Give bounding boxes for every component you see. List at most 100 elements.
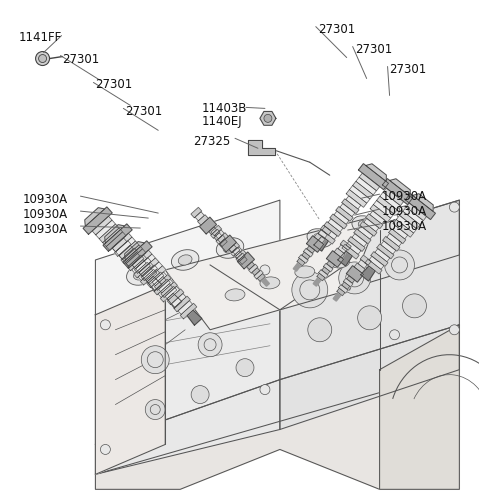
Polygon shape bbox=[364, 218, 379, 232]
Polygon shape bbox=[126, 249, 146, 267]
Polygon shape bbox=[302, 252, 310, 259]
Polygon shape bbox=[324, 222, 341, 237]
Polygon shape bbox=[219, 235, 237, 252]
Polygon shape bbox=[359, 164, 388, 190]
Polygon shape bbox=[358, 259, 367, 268]
Circle shape bbox=[449, 325, 459, 335]
Polygon shape bbox=[165, 286, 180, 300]
Polygon shape bbox=[403, 207, 423, 225]
Circle shape bbox=[339, 262, 371, 294]
Text: 27301: 27301 bbox=[125, 105, 163, 118]
Text: 1141FF: 1141FF bbox=[19, 31, 62, 44]
Polygon shape bbox=[338, 284, 348, 293]
Text: 27301: 27301 bbox=[96, 79, 132, 91]
Circle shape bbox=[260, 385, 270, 395]
Polygon shape bbox=[132, 259, 146, 273]
Polygon shape bbox=[147, 276, 162, 291]
Polygon shape bbox=[377, 244, 394, 259]
Polygon shape bbox=[195, 212, 204, 221]
Circle shape bbox=[392, 257, 408, 273]
Text: 11403B: 11403B bbox=[202, 102, 248, 115]
Circle shape bbox=[449, 202, 459, 212]
Polygon shape bbox=[318, 230, 327, 239]
Polygon shape bbox=[299, 254, 308, 263]
Polygon shape bbox=[383, 237, 400, 251]
Polygon shape bbox=[132, 255, 147, 269]
Polygon shape bbox=[178, 301, 192, 315]
Polygon shape bbox=[143, 262, 162, 280]
Circle shape bbox=[346, 269, 364, 287]
Polygon shape bbox=[211, 225, 222, 236]
Text: 1140EJ: 1140EJ bbox=[202, 115, 243, 128]
Polygon shape bbox=[152, 272, 167, 286]
Polygon shape bbox=[369, 256, 384, 269]
Ellipse shape bbox=[313, 234, 326, 243]
Polygon shape bbox=[393, 226, 408, 239]
Polygon shape bbox=[365, 259, 382, 274]
Circle shape bbox=[147, 352, 163, 368]
Polygon shape bbox=[146, 266, 166, 284]
Ellipse shape bbox=[225, 289, 245, 301]
Text: 10930A: 10930A bbox=[382, 220, 427, 233]
Polygon shape bbox=[380, 325, 459, 490]
Ellipse shape bbox=[352, 216, 377, 235]
Polygon shape bbox=[247, 262, 254, 269]
Polygon shape bbox=[223, 243, 231, 251]
Ellipse shape bbox=[307, 229, 333, 248]
Circle shape bbox=[236, 359, 254, 377]
Polygon shape bbox=[293, 262, 301, 271]
Circle shape bbox=[204, 339, 216, 351]
Polygon shape bbox=[413, 194, 433, 211]
Polygon shape bbox=[353, 181, 373, 199]
Circle shape bbox=[358, 306, 382, 330]
Polygon shape bbox=[340, 240, 351, 250]
Polygon shape bbox=[358, 226, 373, 239]
Polygon shape bbox=[349, 185, 370, 203]
Polygon shape bbox=[342, 199, 359, 214]
Polygon shape bbox=[83, 207, 112, 234]
Polygon shape bbox=[319, 269, 328, 278]
Circle shape bbox=[308, 318, 332, 342]
Ellipse shape bbox=[295, 266, 315, 278]
Polygon shape bbox=[214, 233, 222, 241]
Polygon shape bbox=[85, 208, 105, 226]
Polygon shape bbox=[303, 248, 313, 257]
Circle shape bbox=[300, 280, 320, 300]
Polygon shape bbox=[377, 196, 397, 214]
Circle shape bbox=[100, 444, 110, 454]
Polygon shape bbox=[140, 269, 157, 285]
Polygon shape bbox=[180, 303, 197, 319]
Polygon shape bbox=[406, 203, 427, 221]
Polygon shape bbox=[216, 235, 225, 244]
Polygon shape bbox=[99, 224, 119, 243]
Polygon shape bbox=[96, 200, 280, 315]
Circle shape bbox=[141, 346, 169, 374]
Polygon shape bbox=[347, 276, 355, 283]
Circle shape bbox=[150, 405, 160, 414]
Polygon shape bbox=[236, 249, 246, 260]
Polygon shape bbox=[260, 111, 276, 125]
Polygon shape bbox=[112, 238, 127, 252]
Polygon shape bbox=[314, 233, 325, 243]
Ellipse shape bbox=[358, 220, 371, 230]
Polygon shape bbox=[121, 248, 138, 263]
Polygon shape bbox=[103, 228, 122, 247]
Polygon shape bbox=[342, 244, 359, 259]
Polygon shape bbox=[115, 241, 131, 256]
Polygon shape bbox=[280, 200, 459, 380]
Polygon shape bbox=[346, 196, 361, 209]
Ellipse shape bbox=[127, 264, 154, 285]
Polygon shape bbox=[139, 258, 159, 276]
Polygon shape bbox=[338, 251, 352, 266]
Text: 10930A: 10930A bbox=[382, 205, 427, 218]
Ellipse shape bbox=[171, 249, 199, 270]
Polygon shape bbox=[334, 248, 345, 258]
Circle shape bbox=[191, 386, 209, 404]
Circle shape bbox=[100, 320, 110, 330]
Ellipse shape bbox=[178, 255, 192, 265]
Circle shape bbox=[38, 55, 47, 63]
Polygon shape bbox=[219, 239, 228, 247]
Polygon shape bbox=[346, 241, 361, 254]
Polygon shape bbox=[229, 242, 240, 252]
Text: 10930A: 10930A bbox=[382, 190, 427, 203]
